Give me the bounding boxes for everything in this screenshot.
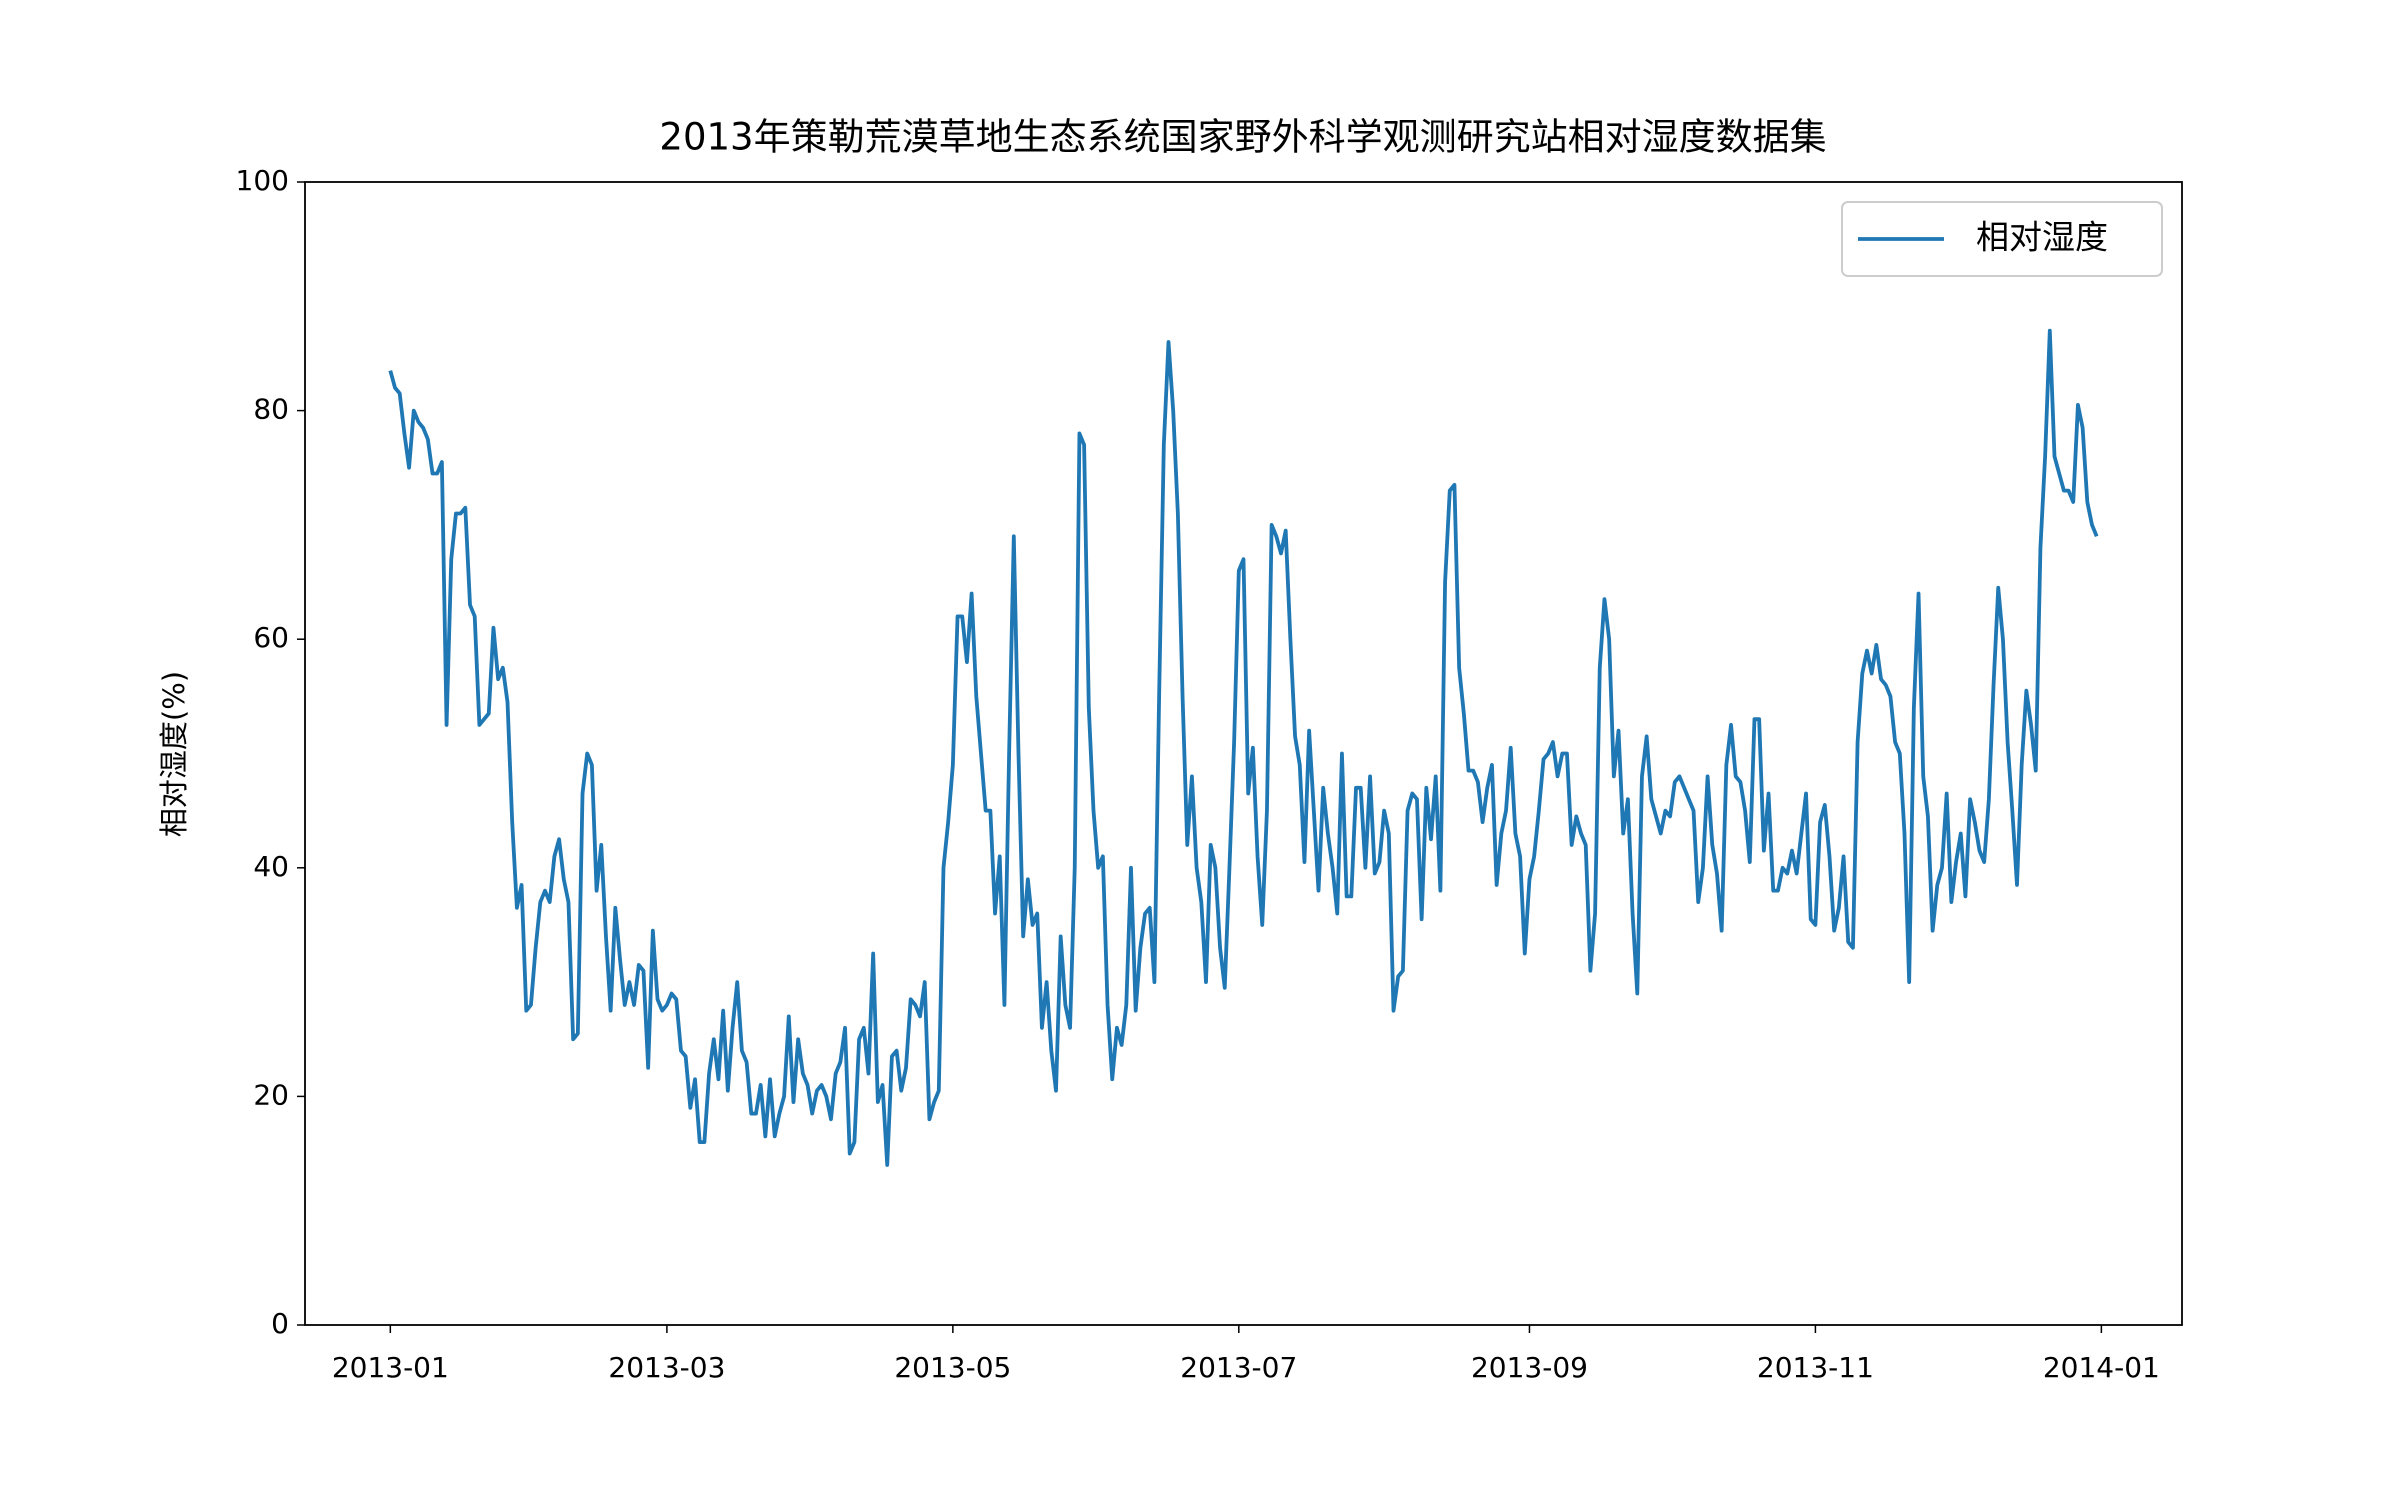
data-line	[388, 328, 2099, 1167]
legend-box	[1841, 201, 2163, 277]
y-tick-label: 80	[253, 393, 289, 426]
x-tick-label: 2013-11	[1757, 1351, 1874, 1384]
x-tick-label: 2014-01	[2043, 1351, 2160, 1384]
x-tick-label: 2013-03	[608, 1351, 725, 1384]
x-tick-label: 2013-07	[1180, 1351, 1297, 1384]
y-axis-label: 相对湿度(%)	[157, 671, 191, 837]
x-tick-label: 2013-01	[332, 1351, 449, 1384]
y-tick-label: 60	[253, 621, 289, 654]
x-tick-label: 2013-09	[1471, 1351, 1588, 1384]
y-tick-label: 100	[236, 164, 289, 197]
y-tick-label: 40	[253, 850, 289, 883]
legend-label: 相对湿度	[1976, 218, 2108, 257]
y-tick-label: 20	[253, 1078, 289, 1111]
chart-title: 2013年策勒荒漠草地生态系统国家野外科学观测研究站相对湿度数据集	[659, 116, 1826, 159]
x-tick-label: 2013-05	[894, 1351, 1011, 1384]
y-tick-label: 0	[271, 1307, 289, 1340]
plot-frame	[304, 181, 2183, 1326]
